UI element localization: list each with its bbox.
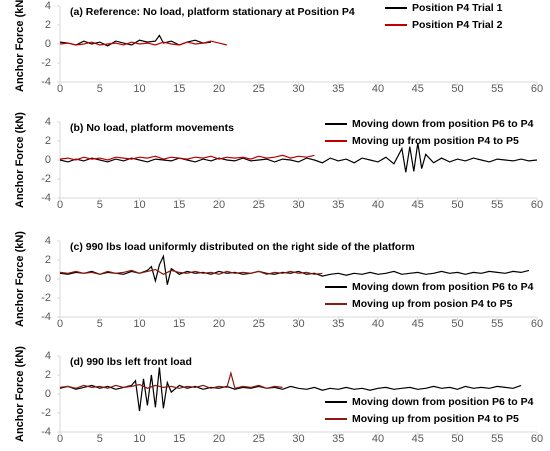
panel-title: (a) Reference: No load, platform station…: [70, 6, 355, 18]
x-tick-label: 40: [372, 83, 384, 95]
x-tick-label: 60: [531, 318, 543, 330]
x-tick-label: 45: [412, 83, 424, 95]
panel-title: (b) No load, platform movements: [70, 122, 234, 134]
y-tick-label: 0: [45, 154, 51, 166]
y-tick-label: 2: [45, 135, 51, 147]
y-tick-label: 0: [45, 38, 51, 50]
legend-label: Position P4 Trial 2: [412, 19, 503, 31]
legend-label: Moving up from posion P4 to P5: [352, 298, 513, 310]
y-tick-label: 4: [45, 350, 51, 362]
x-tick-label: 20: [213, 199, 225, 211]
y-tick-label: -4: [41, 426, 51, 438]
y-tick-label: -4: [41, 76, 51, 88]
legend-label: Position P4 Trial 1: [412, 2, 503, 14]
x-tick-label: 45: [412, 199, 424, 211]
y-tick-label: 0: [45, 388, 51, 400]
x-tick-label: 50: [451, 318, 463, 330]
y-tick-label: 2: [45, 19, 51, 31]
x-tick-label: 5: [97, 318, 103, 330]
x-tick-label: 15: [173, 433, 185, 445]
x-tick-label: 20: [213, 433, 225, 445]
y-tick-label: 4: [45, 235, 51, 247]
x-tick-label: 55: [491, 318, 503, 330]
legend-label: Moving down from position P6 to P4: [352, 281, 534, 293]
y-tick-label: -2: [41, 407, 51, 419]
y-tick-label: -2: [41, 292, 51, 304]
y-tick-label: 4: [45, 116, 51, 128]
x-tick-label: 40: [372, 199, 384, 211]
x-tick-label: 15: [173, 83, 185, 95]
series-line: [59, 142, 538, 173]
x-tick-label: 35: [332, 199, 344, 211]
x-tick-label: 20: [213, 318, 225, 330]
x-tick-label: 0: [57, 318, 63, 330]
y-tick-label: -4: [41, 311, 51, 323]
x-tick-label: 25: [253, 83, 265, 95]
legend-label: Moving up from position P4 to P5: [352, 135, 519, 147]
x-tick-label: 25: [253, 199, 265, 211]
y-tick-label: -2: [41, 57, 51, 69]
y-tick-label: 4: [45, 0, 51, 12]
x-tick-label: 35: [332, 318, 344, 330]
x-tick-label: 0: [57, 83, 63, 95]
y-axis-title: Anchor Force (kN): [14, 231, 26, 327]
x-tick-label: 10: [133, 83, 145, 95]
series-line: [59, 40, 228, 46]
x-tick-label: 20: [213, 83, 225, 95]
x-tick-label: 45: [412, 318, 424, 330]
x-tick-label: 5: [97, 433, 103, 445]
y-axis-title: Anchor Force (kN): [14, 0, 26, 92]
x-tick-label: 5: [97, 199, 103, 211]
x-tick-label: 55: [491, 199, 503, 211]
x-tick-label: 25: [253, 318, 265, 330]
y-axis-title: Anchor Force (kN): [14, 346, 26, 442]
legend-label: Moving up from position P4 to P5: [352, 413, 519, 425]
y-tick-label: 0: [45, 273, 51, 285]
legend-label: Moving down from position P6 to P4: [352, 118, 534, 130]
x-tick-label: 50: [451, 199, 463, 211]
x-tick-label: 0: [57, 433, 63, 445]
x-tick-label: 45: [412, 433, 424, 445]
y-tick-label: 2: [45, 369, 51, 381]
x-tick-label: 35: [332, 433, 344, 445]
y-tick-label: -2: [41, 173, 51, 185]
x-tick-label: 55: [491, 83, 503, 95]
x-tick-label: 15: [173, 318, 185, 330]
x-tick-label: 0: [57, 199, 63, 211]
x-tick-label: 55: [491, 433, 503, 445]
x-tick-label: 30: [292, 83, 304, 95]
x-tick-label: 50: [451, 433, 463, 445]
x-tick-label: 60: [531, 433, 543, 445]
x-tick-label: 40: [372, 318, 384, 330]
x-tick-label: 30: [292, 318, 304, 330]
x-tick-label: 50: [451, 83, 463, 95]
legend-label: Moving down from position P6 to P4: [352, 396, 534, 408]
panel-title: (c) 990 lbs load uniformly distributed o…: [70, 241, 415, 253]
series-line: [59, 370, 283, 390]
x-tick-label: 10: [133, 318, 145, 330]
x-tick-label: 10: [133, 433, 145, 445]
series-line: [59, 154, 315, 161]
x-tick-label: 15: [173, 199, 185, 211]
y-tick-label: -4: [41, 192, 51, 204]
x-tick-label: 40: [372, 433, 384, 445]
panel-title: (d) 990 lbs left front load: [70, 356, 192, 368]
x-tick-label: 30: [292, 433, 304, 445]
x-tick-label: 35: [332, 83, 344, 95]
y-tick-label: 2: [45, 254, 51, 266]
x-tick-label: 25: [253, 433, 265, 445]
x-tick-label: 10: [133, 199, 145, 211]
y-axis-title: Anchor Force (kN): [14, 112, 26, 208]
x-tick-label: 60: [531, 83, 543, 95]
x-tick-label: 30: [292, 199, 304, 211]
x-tick-label: 60: [531, 199, 543, 211]
series-line: [59, 268, 323, 275]
x-tick-label: 5: [97, 83, 103, 95]
